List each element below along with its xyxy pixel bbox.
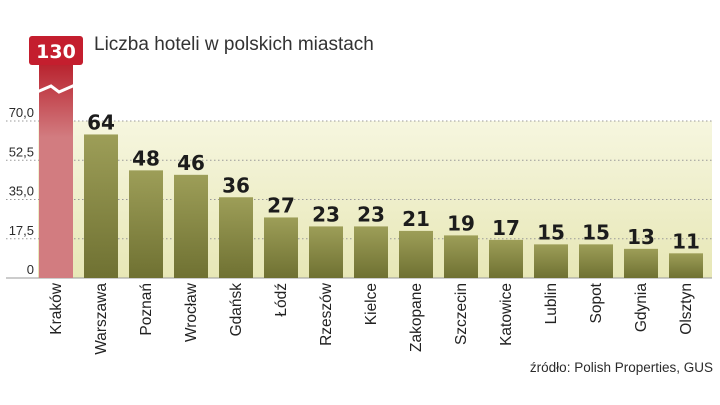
value-label: 27 bbox=[267, 193, 295, 217]
category-label: Zakopane bbox=[408, 283, 425, 352]
bars bbox=[39, 62, 703, 278]
category-label: Warszawa bbox=[93, 283, 110, 355]
axis-break-mark bbox=[36, 83, 76, 94]
bar bbox=[84, 134, 118, 278]
value-label: 64 bbox=[87, 110, 115, 134]
bar bbox=[354, 226, 388, 278]
y-tick-label: 17,5 bbox=[9, 223, 34, 238]
highlight-badge bbox=[29, 36, 83, 65]
bar bbox=[264, 217, 298, 278]
category-label: Gdynia bbox=[633, 283, 650, 332]
highlight-badge-group: 130 bbox=[29, 36, 83, 94]
value-label: 15 bbox=[582, 220, 610, 244]
bar bbox=[174, 174, 208, 278]
y-tick-label: 52,5 bbox=[9, 144, 34, 159]
bar bbox=[579, 244, 613, 278]
y-tick-label: 0 bbox=[27, 262, 34, 277]
bar bbox=[309, 226, 343, 278]
bar bbox=[669, 253, 703, 278]
category-label: Wrocław bbox=[183, 282, 200, 342]
value-label: 46 bbox=[177, 151, 205, 175]
bar bbox=[444, 235, 478, 278]
value-label: 36 bbox=[222, 173, 250, 197]
category-label: Lublin bbox=[543, 283, 560, 324]
bar bbox=[219, 197, 253, 278]
value-label: 48 bbox=[132, 146, 160, 170]
bar bbox=[399, 230, 433, 278]
bar bbox=[624, 248, 658, 278]
value-label: 19 bbox=[447, 211, 475, 235]
category-label: Olsztyn bbox=[678, 283, 695, 335]
value-label: 21 bbox=[402, 207, 430, 231]
category-label: Katowice bbox=[498, 283, 515, 346]
value-label: 17 bbox=[492, 216, 520, 240]
category-label: Kielce bbox=[363, 283, 380, 325]
source-note: źródło: Polish Properties, GUS bbox=[530, 360, 713, 375]
bar bbox=[129, 170, 163, 278]
value-label: 23 bbox=[312, 202, 340, 226]
value-label: 11 bbox=[672, 229, 700, 253]
category-label: Sopot bbox=[588, 282, 605, 323]
value-label: 23 bbox=[357, 202, 385, 226]
value-labels: 64 48 46 36 27 23 23 21 19 17 15 15 13 11 bbox=[87, 110, 700, 253]
category-label: Gdańsk bbox=[228, 283, 245, 337]
category-label: Poznań bbox=[138, 283, 155, 336]
category-labels: Kraków Warszawa Poznań Wrocław Gdańsk Łódź Rze… bbox=[48, 282, 695, 355]
value-label: 130 bbox=[36, 41, 76, 63]
value-label: 13 bbox=[627, 225, 655, 249]
y-tick-label: 35,0 bbox=[9, 184, 34, 199]
category-label: Szczecin bbox=[453, 283, 470, 345]
y-axis-ticks: 0 17,5 35,0 52,5 70,0 bbox=[9, 105, 34, 277]
bar bbox=[489, 239, 523, 278]
y-tick-label: 70,0 bbox=[9, 105, 34, 120]
category-label: Łódź bbox=[273, 283, 290, 317]
chart-title: Liczba hoteli w polskich miastach bbox=[94, 34, 374, 55]
bar bbox=[39, 62, 73, 278]
category-label: Kraków bbox=[48, 282, 65, 334]
category-label: Rzeszów bbox=[318, 282, 335, 346]
value-label: 15 bbox=[537, 220, 565, 244]
bar bbox=[534, 244, 568, 278]
